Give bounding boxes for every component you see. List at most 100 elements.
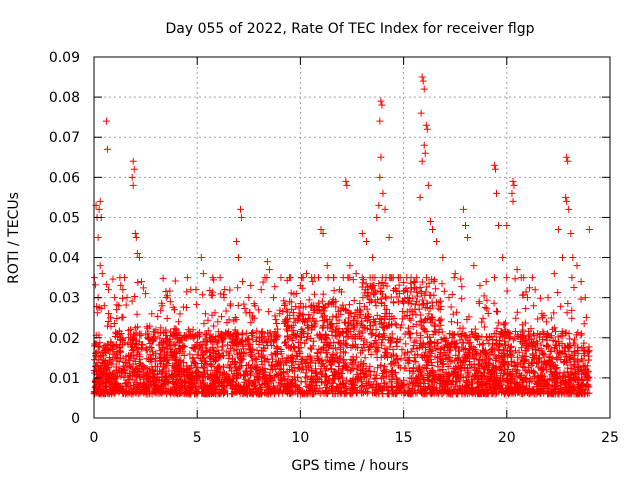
data-point xyxy=(379,373,387,381)
data-point xyxy=(134,365,142,373)
data-point xyxy=(367,297,375,305)
data-point xyxy=(465,361,473,369)
data-point xyxy=(421,327,429,335)
data-point xyxy=(158,302,166,310)
data-point xyxy=(565,330,573,338)
data-point xyxy=(269,355,277,363)
data-point xyxy=(453,308,461,316)
data-point xyxy=(567,229,575,237)
data-point xyxy=(154,312,162,320)
data-point xyxy=(119,294,127,302)
data-point xyxy=(422,121,430,129)
data-point xyxy=(310,337,318,345)
data-point xyxy=(334,338,342,346)
data-point xyxy=(169,372,177,380)
data-point xyxy=(286,274,294,282)
data-point xyxy=(558,374,566,382)
data-point xyxy=(309,278,317,286)
data-point xyxy=(208,334,216,342)
data-point xyxy=(187,375,195,383)
data-point xyxy=(376,117,384,125)
data-point xyxy=(224,376,232,384)
data-point xyxy=(276,310,284,318)
data-point xyxy=(209,376,217,384)
data-point xyxy=(464,364,472,372)
data-point xyxy=(126,352,134,360)
data-point xyxy=(500,337,508,345)
data-point xyxy=(139,284,147,292)
data-point xyxy=(310,390,318,398)
data-point xyxy=(95,382,103,390)
data-point xyxy=(211,372,219,380)
data-point xyxy=(453,343,461,351)
data-point xyxy=(98,270,106,278)
data-point xyxy=(440,335,448,343)
data-point xyxy=(103,145,111,153)
data-point xyxy=(127,371,135,379)
data-point xyxy=(279,368,287,376)
data-point xyxy=(193,351,201,359)
data-point xyxy=(214,318,222,326)
data-point xyxy=(433,238,441,246)
data-point xyxy=(287,289,295,297)
data-point xyxy=(183,373,191,381)
data-point xyxy=(146,378,154,386)
data-point xyxy=(317,225,325,233)
data-point xyxy=(256,386,264,394)
data-point xyxy=(315,303,323,311)
data-point xyxy=(473,373,481,381)
data-point xyxy=(193,300,201,308)
data-point xyxy=(560,369,568,377)
data-point xyxy=(96,339,104,347)
data-point xyxy=(490,274,498,282)
data-point xyxy=(199,270,207,278)
data-point xyxy=(361,387,369,395)
data-point xyxy=(547,347,555,355)
data-point xyxy=(288,358,296,366)
data-point xyxy=(475,298,483,306)
data-point xyxy=(305,363,313,371)
data-point xyxy=(518,291,526,299)
data-point xyxy=(128,297,136,305)
data-point xyxy=(416,368,424,376)
data-point xyxy=(556,348,564,356)
data-point xyxy=(453,390,461,398)
data-point xyxy=(363,305,371,313)
data-point xyxy=(515,388,523,396)
data-point xyxy=(118,313,126,321)
data-point xyxy=(175,318,183,326)
data-point xyxy=(581,294,589,302)
data-point xyxy=(567,370,575,378)
data-point xyxy=(351,384,359,392)
data-point xyxy=(216,274,224,282)
data-point xyxy=(398,321,406,329)
data-point xyxy=(239,278,247,286)
data-point xyxy=(117,281,125,289)
data-point xyxy=(133,250,141,258)
data-point xyxy=(265,372,273,380)
data-point xyxy=(480,292,488,300)
data-point xyxy=(253,355,261,363)
data-point xyxy=(350,323,358,331)
data-point xyxy=(315,274,323,282)
data-point xyxy=(322,330,330,338)
data-point xyxy=(372,302,380,310)
data-point xyxy=(562,193,570,201)
data-point xyxy=(528,274,536,282)
data-point xyxy=(292,332,300,340)
data-point xyxy=(340,356,348,364)
data-point xyxy=(203,347,211,355)
data-point xyxy=(210,366,218,374)
data-point xyxy=(583,377,591,385)
data-point xyxy=(321,302,329,310)
y-tick-label: 0.08 xyxy=(49,90,80,106)
data-point xyxy=(447,303,455,311)
data-point xyxy=(323,262,331,270)
data-point xyxy=(270,363,278,371)
x-axis-label: GPS time / hours xyxy=(291,458,408,474)
data-point xyxy=(240,300,248,308)
data-point xyxy=(422,315,430,323)
data-point xyxy=(448,334,456,342)
data-point xyxy=(207,291,215,299)
data-point xyxy=(335,373,343,381)
